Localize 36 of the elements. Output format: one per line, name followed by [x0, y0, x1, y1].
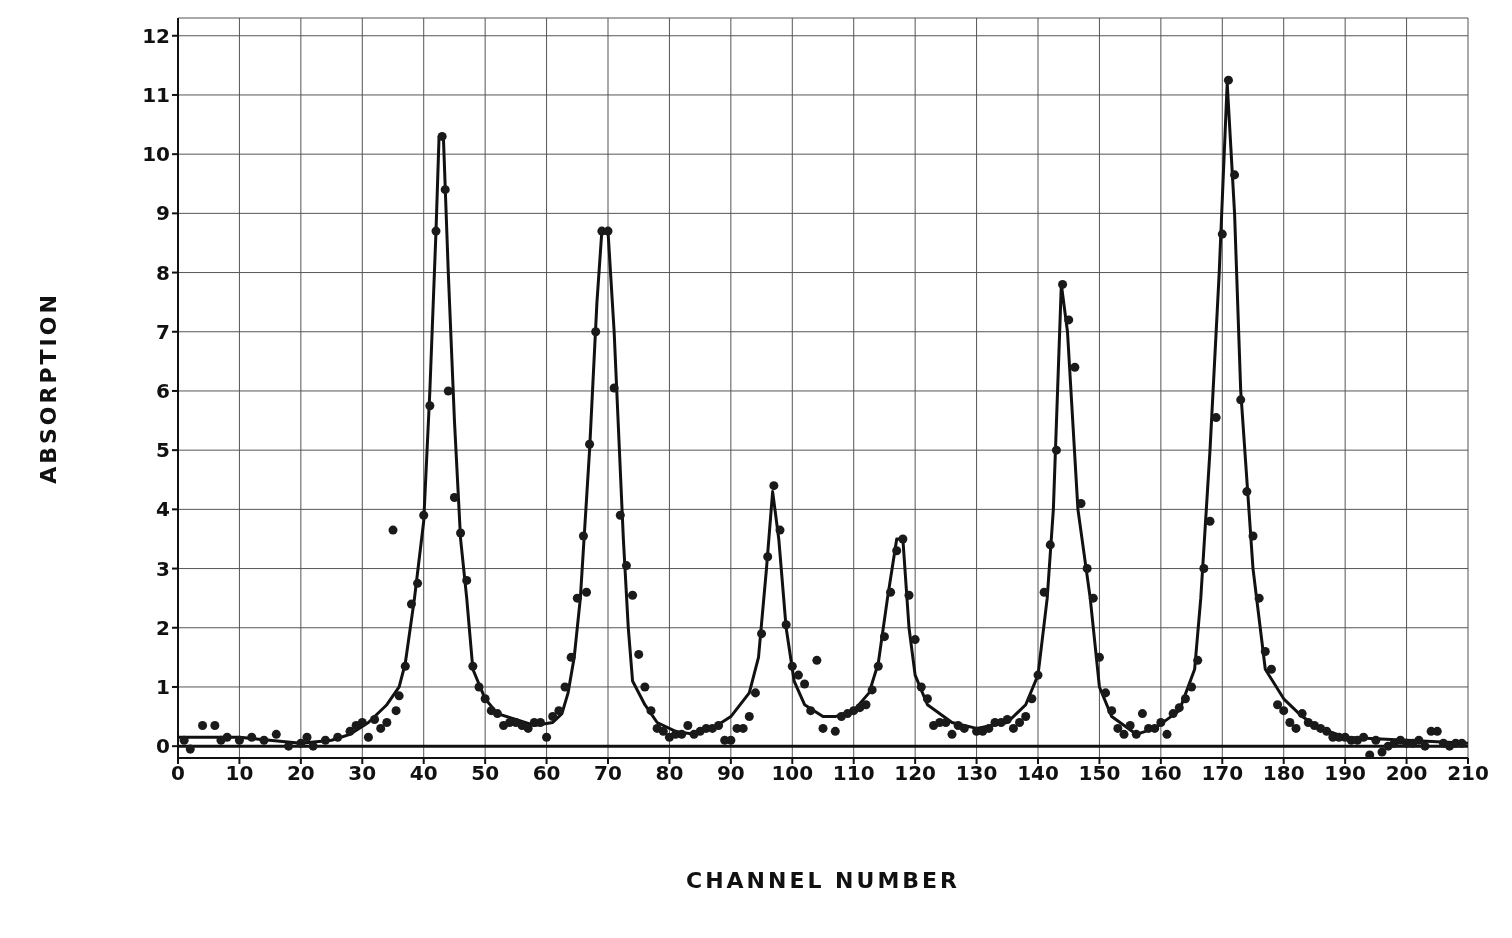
y-tick-label: 2	[156, 615, 170, 640]
y-tick-label: 5	[156, 438, 170, 463]
x-tick-label: 160	[1139, 761, 1182, 786]
x-tick-label: 60	[532, 761, 561, 786]
x-tick-label: 50	[471, 761, 500, 786]
x-tick-label: 30	[348, 761, 377, 786]
x-tick-label: 80	[655, 761, 684, 786]
y-tick-label: 10	[142, 142, 170, 167]
x-tick-label: 140	[1017, 761, 1059, 786]
x-tick-label: 120	[894, 761, 937, 786]
y-axis-title: ABSORPTION	[35, 292, 61, 484]
x-tick-label: 210	[1447, 761, 1489, 786]
y-tick-label: 4	[156, 497, 170, 522]
x-tick-label: 100	[771, 761, 814, 786]
x-tick-label: 40	[409, 761, 438, 786]
y-tick-label: 3	[156, 556, 170, 581]
x-tick-label: 90	[716, 761, 745, 786]
x-axis-title: CHANNEL NUMBER	[685, 868, 961, 893]
x-tick-label: 10	[225, 761, 254, 786]
x-tick-label: 180	[1262, 761, 1305, 786]
y-tick-label: 1	[156, 675, 170, 700]
y-tick-label: 6	[156, 379, 170, 404]
x-tick-label: 130	[955, 761, 998, 786]
y-tick-label: 9	[156, 201, 170, 226]
y-tick-label: 11	[142, 83, 170, 108]
x-tick-label: 70	[594, 761, 622, 786]
x-tick-label: 200	[1385, 761, 1428, 786]
y-tick-label: 12	[142, 23, 170, 48]
x-tick-label: 20	[286, 761, 315, 786]
y-tick-label: 8	[156, 260, 170, 285]
y-tick-label: 7	[156, 319, 170, 344]
x-tick-label: 190	[1324, 761, 1367, 786]
y-tick-label: 0	[156, 734, 170, 759]
x-tick-label: 170	[1201, 761, 1244, 786]
x-tick-label: 110	[832, 761, 875, 786]
x-tick-label: 150	[1078, 761, 1121, 786]
